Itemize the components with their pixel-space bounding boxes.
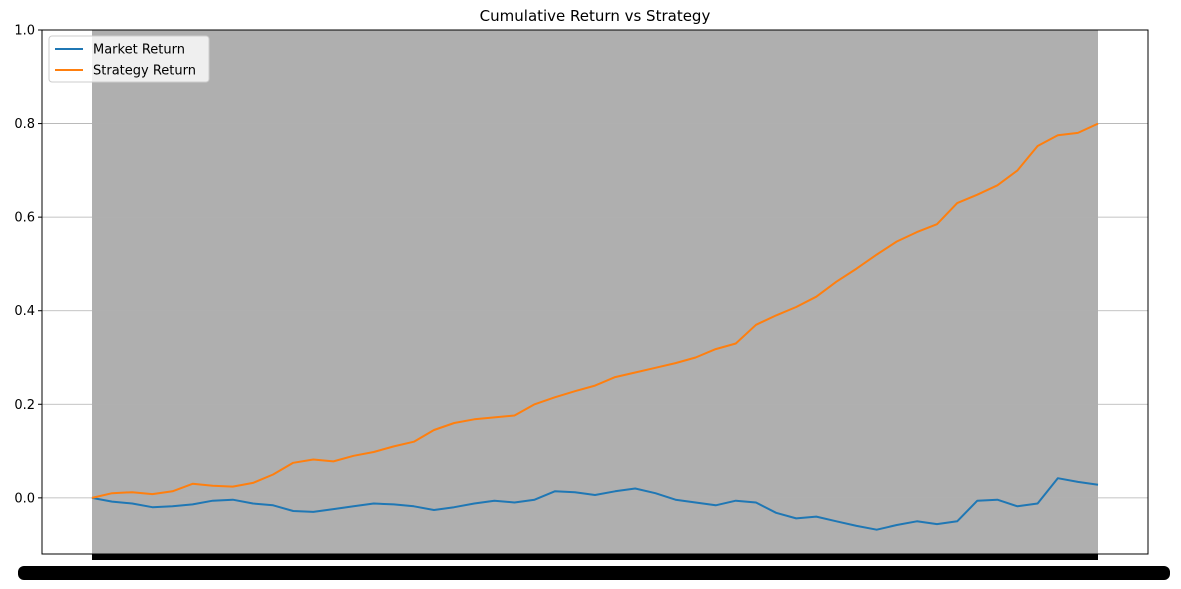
x-tick-labels-overlapping [18, 566, 1170, 580]
y-axis: 0.0 0.2 0.4 0.6 0.8 1.0 [14, 24, 42, 506]
legend-box [48, 35, 210, 83]
legend-label: Market Return [93, 43, 185, 58]
plot-background [92, 30, 1098, 554]
y-tick-label: 0.4 [14, 304, 35, 319]
chart-title: Cumulative Return vs Strategy [480, 7, 711, 25]
y-tick-label: 0.6 [14, 211, 35, 226]
y-tick-label: 0.2 [14, 398, 35, 413]
y-tick-label: 0.8 [14, 117, 35, 132]
series-line-market-return [91, 477, 1099, 531]
legend-label: Strategy Return [93, 64, 196, 79]
x-axis [18, 554, 1170, 580]
legend: Market Return Strategy Return [48, 35, 210, 83]
axes-border [41, 29, 1149, 555]
y-tick-label: 0.0 [14, 491, 35, 506]
series-line-strategy-return [91, 122, 1099, 499]
series-lines [91, 122, 1099, 531]
y-tick-label: 1.0 [14, 24, 35, 39]
x-tick-marks-dense [92, 554, 1098, 560]
